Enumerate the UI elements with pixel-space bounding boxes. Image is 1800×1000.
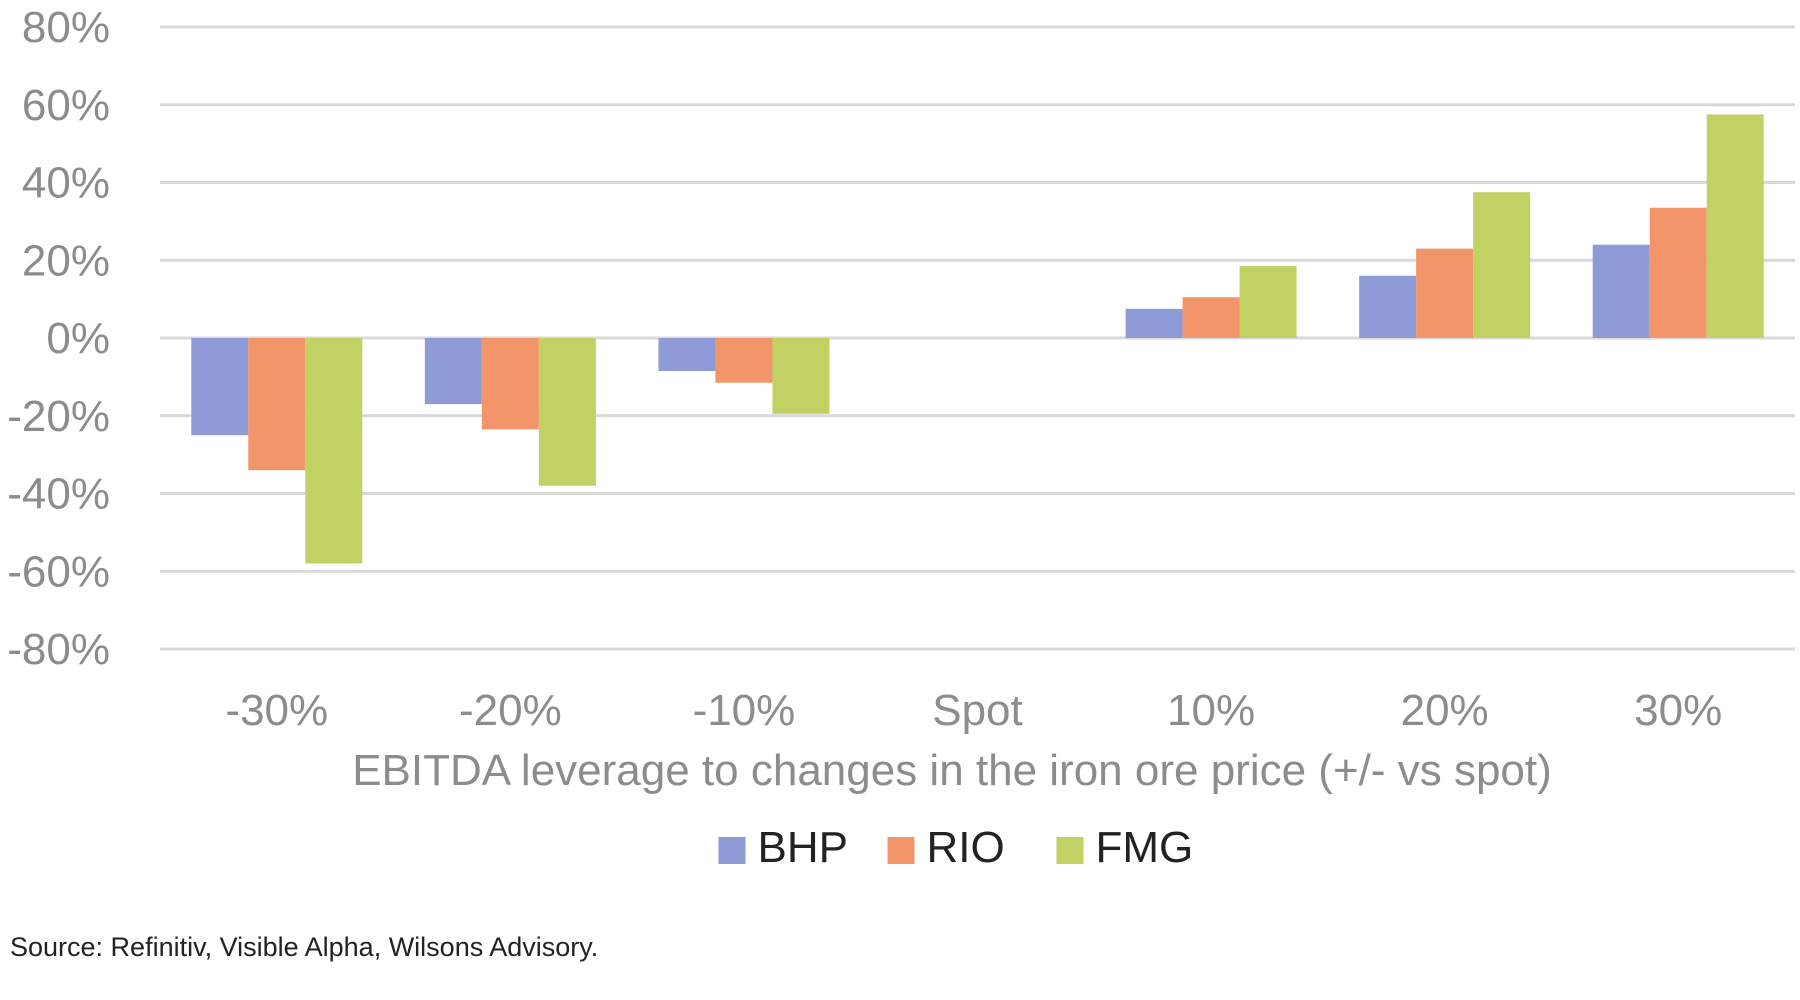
x-tick-label: -30% xyxy=(225,686,328,735)
y-tick-label: 40% xyxy=(22,159,110,208)
bar-rio-4 xyxy=(1182,297,1240,338)
bar-bhp-2 xyxy=(658,338,716,372)
x-tick-label: 30% xyxy=(1634,686,1722,735)
x-tick-label: Spot xyxy=(932,686,1023,735)
legend-label-rio: RIO xyxy=(927,823,1005,872)
x-tick-label: 20% xyxy=(1401,686,1489,735)
legend-label-bhp: BHP xyxy=(758,823,848,872)
bar-rio-2 xyxy=(715,338,773,383)
bar-fmg-4 xyxy=(1239,266,1297,338)
legend-swatch-fmg xyxy=(1056,837,1084,864)
y-tick-label: -20% xyxy=(7,392,110,441)
x-tick-label: -10% xyxy=(693,686,796,735)
bar-rio-5 xyxy=(1416,248,1474,338)
bar-bhp-4 xyxy=(1125,308,1183,338)
bar-fmg-6 xyxy=(1706,114,1764,338)
bar-rio-0 xyxy=(248,338,306,471)
bar-fmg-0 xyxy=(305,338,363,564)
y-tick-label: 60% xyxy=(22,81,110,130)
legend: BHP RIO FMG xyxy=(718,823,1194,872)
x-tick-label: 10% xyxy=(1167,686,1255,735)
bar-fmg-1 xyxy=(538,338,596,486)
y-tick-label: 20% xyxy=(22,236,110,285)
bar-fmg-2 xyxy=(772,338,830,414)
y-tick-label: 0% xyxy=(46,314,110,363)
legend-label-fmg: FMG xyxy=(1096,823,1194,872)
y-tick-label: -80% xyxy=(7,625,110,674)
bar-rio-1 xyxy=(481,338,539,430)
y-axis-tick-labels: 80% 60% 40% 20% 0% -20% -40% -60% -80% xyxy=(7,3,110,674)
bar-bhp-0 xyxy=(191,338,249,436)
bar-bhp-6 xyxy=(1592,244,1650,338)
bar-bhp-5 xyxy=(1359,275,1417,338)
legend-swatch-rio xyxy=(887,837,915,864)
y-tick-label: -60% xyxy=(7,547,110,596)
bar-bhp-1 xyxy=(424,338,482,405)
gridlines xyxy=(160,25,1795,651)
y-tick-label: 80% xyxy=(22,3,110,52)
bar-fmg-5 xyxy=(1473,192,1531,338)
x-tick-label: -20% xyxy=(459,686,562,735)
bar-rio-6 xyxy=(1649,207,1707,338)
legend-swatch-bhp xyxy=(718,837,746,864)
x-axis-tick-labels: -30% -20% -10% Spot 10% 20% 30% xyxy=(225,686,1722,735)
bars xyxy=(191,114,1764,564)
x-axis-title: EBITDA leverage to changes in the iron o… xyxy=(352,746,1552,795)
source-note: Source: Refinitiv, Visible Alpha, Wilson… xyxy=(10,932,599,962)
y-tick-label: -40% xyxy=(7,470,110,519)
